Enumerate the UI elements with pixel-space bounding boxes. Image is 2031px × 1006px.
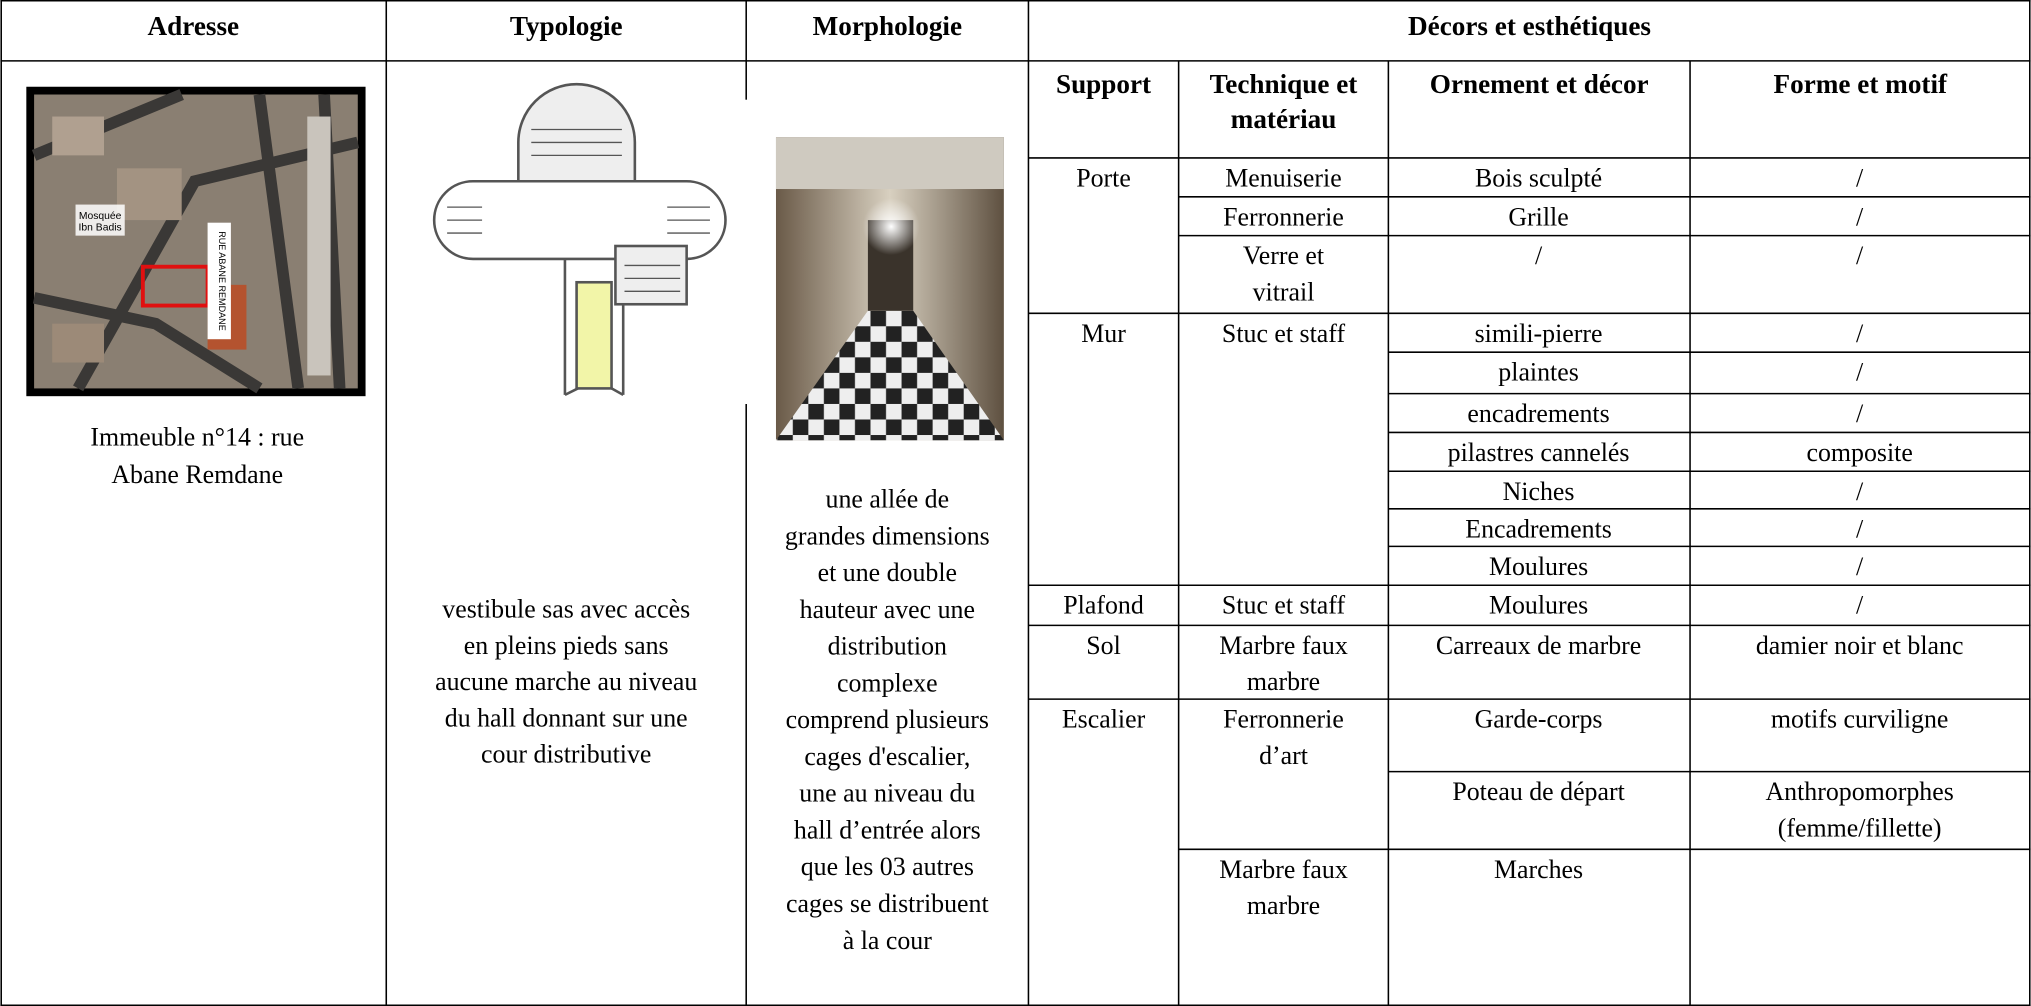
support: Escalier [1062, 705, 1146, 734]
technique: Marbre faux [1219, 631, 1348, 660]
forme: damier noir et blanc [1756, 631, 1964, 660]
support: Porte [1076, 163, 1131, 192]
map-label: RUE ABANE REMDANE [217, 231, 227, 331]
technique: vitrail [1253, 277, 1315, 306]
morphologie-text: une au niveau du [799, 779, 975, 808]
ornement: encadrements [1467, 399, 1609, 428]
ornement: pilastres cannelés [1448, 438, 1630, 467]
ornement: / [1535, 241, 1543, 270]
sub-header: Ornement et décor [1430, 69, 1649, 99]
ornement: Moulures [1489, 552, 1588, 581]
forme: / [1856, 319, 1864, 348]
column-header: Décors et esthétiques [1408, 11, 1651, 41]
morphologie-text: cages se distribuent [786, 889, 989, 918]
technique: Marbre faux [1219, 855, 1348, 884]
ornement: simili-pierre [1475, 319, 1603, 348]
technique: Stuc et staff [1222, 591, 1346, 620]
ornement: Poteau de départ [1452, 777, 1625, 806]
address-text: Abane Remdane [111, 460, 283, 489]
map-label: Ibn Badis [79, 222, 122, 233]
ornement: Carreaux de marbre [1436, 631, 1641, 660]
technique: Verre et [1243, 241, 1325, 270]
forme: Anthropomorphes [1766, 777, 1954, 806]
support: Sol [1086, 631, 1121, 660]
aerial-map [26, 86, 366, 397]
morphologie-text: complexe [837, 668, 938, 697]
typologie-text: aucune marche au niveau [435, 667, 697, 696]
morphologie-text: une allée de [826, 485, 950, 514]
sub-header: Forme et motif [1774, 69, 1948, 99]
morphologie-text: comprend plusieurs [786, 705, 989, 734]
ornement: plaintes [1498, 358, 1578, 387]
forme: / [1856, 591, 1864, 620]
technique: marbre [1247, 891, 1320, 920]
ornement: Moulures [1489, 591, 1588, 620]
support: Plafond [1063, 591, 1144, 620]
forme: / [1856, 552, 1864, 581]
floor-plan [432, 82, 727, 397]
forme: / [1856, 358, 1864, 387]
technique: Ferronnerie [1223, 705, 1344, 734]
ornement: Garde-corps [1475, 705, 1603, 734]
forme: / [1856, 399, 1864, 428]
morphologie-text: grandes dimensions [785, 521, 990, 550]
address-text: Immeuble n°14 : rue [90, 422, 304, 451]
technique: marbre [1247, 667, 1320, 696]
morphologie-text: hall d’entrée alors [794, 815, 981, 844]
support: Mur [1081, 319, 1126, 348]
ornement: Encadrements [1465, 514, 1612, 543]
sub-header: Support [1056, 69, 1151, 99]
forme: / [1856, 202, 1864, 231]
morphologie-text: distribution [828, 632, 947, 661]
map-label: Mosquée [79, 211, 122, 222]
typologie-text: vestibule sas avec accès [442, 595, 690, 624]
column-header: Typologie [510, 11, 623, 41]
technique: Menuiserie [1225, 163, 1341, 192]
column-header: Morphologie [813, 11, 962, 41]
morphologie-text: cages d'escalier, [804, 742, 970, 771]
morphologie-text: à la cour [843, 926, 932, 955]
sub-header: matériau [1231, 104, 1337, 134]
typologie-text: en pleins pieds sans [464, 631, 669, 660]
forme: / [1856, 163, 1864, 192]
column-header: Adresse [148, 11, 240, 41]
ornement: Niches [1503, 477, 1575, 506]
forme: motifs curviligne [1771, 705, 1949, 734]
typologie-text: du hall donnant sur une [445, 703, 688, 732]
forme: composite [1806, 438, 1912, 467]
morphologie-text: et une double [818, 558, 957, 587]
morphologie-text: hauteur avec une [800, 595, 975, 624]
technique: Ferronnerie [1223, 202, 1344, 231]
technique: d’art [1259, 741, 1309, 770]
forme: / [1856, 514, 1864, 543]
technique: Stuc et staff [1222, 319, 1346, 348]
corridor-photo [775, 137, 1004, 441]
forme: (femme/fillette) [1778, 813, 1942, 842]
sub-header: Technique et [1210, 69, 1358, 99]
ornement: Marches [1494, 855, 1583, 884]
typologie-text: cour distributive [481, 740, 651, 769]
forme: / [1856, 241, 1864, 270]
morphologie-text: que les 03 autres [801, 852, 974, 881]
forme: / [1856, 477, 1864, 506]
ornement: Grille [1508, 202, 1568, 231]
ornement: Bois sculpté [1475, 163, 1602, 192]
